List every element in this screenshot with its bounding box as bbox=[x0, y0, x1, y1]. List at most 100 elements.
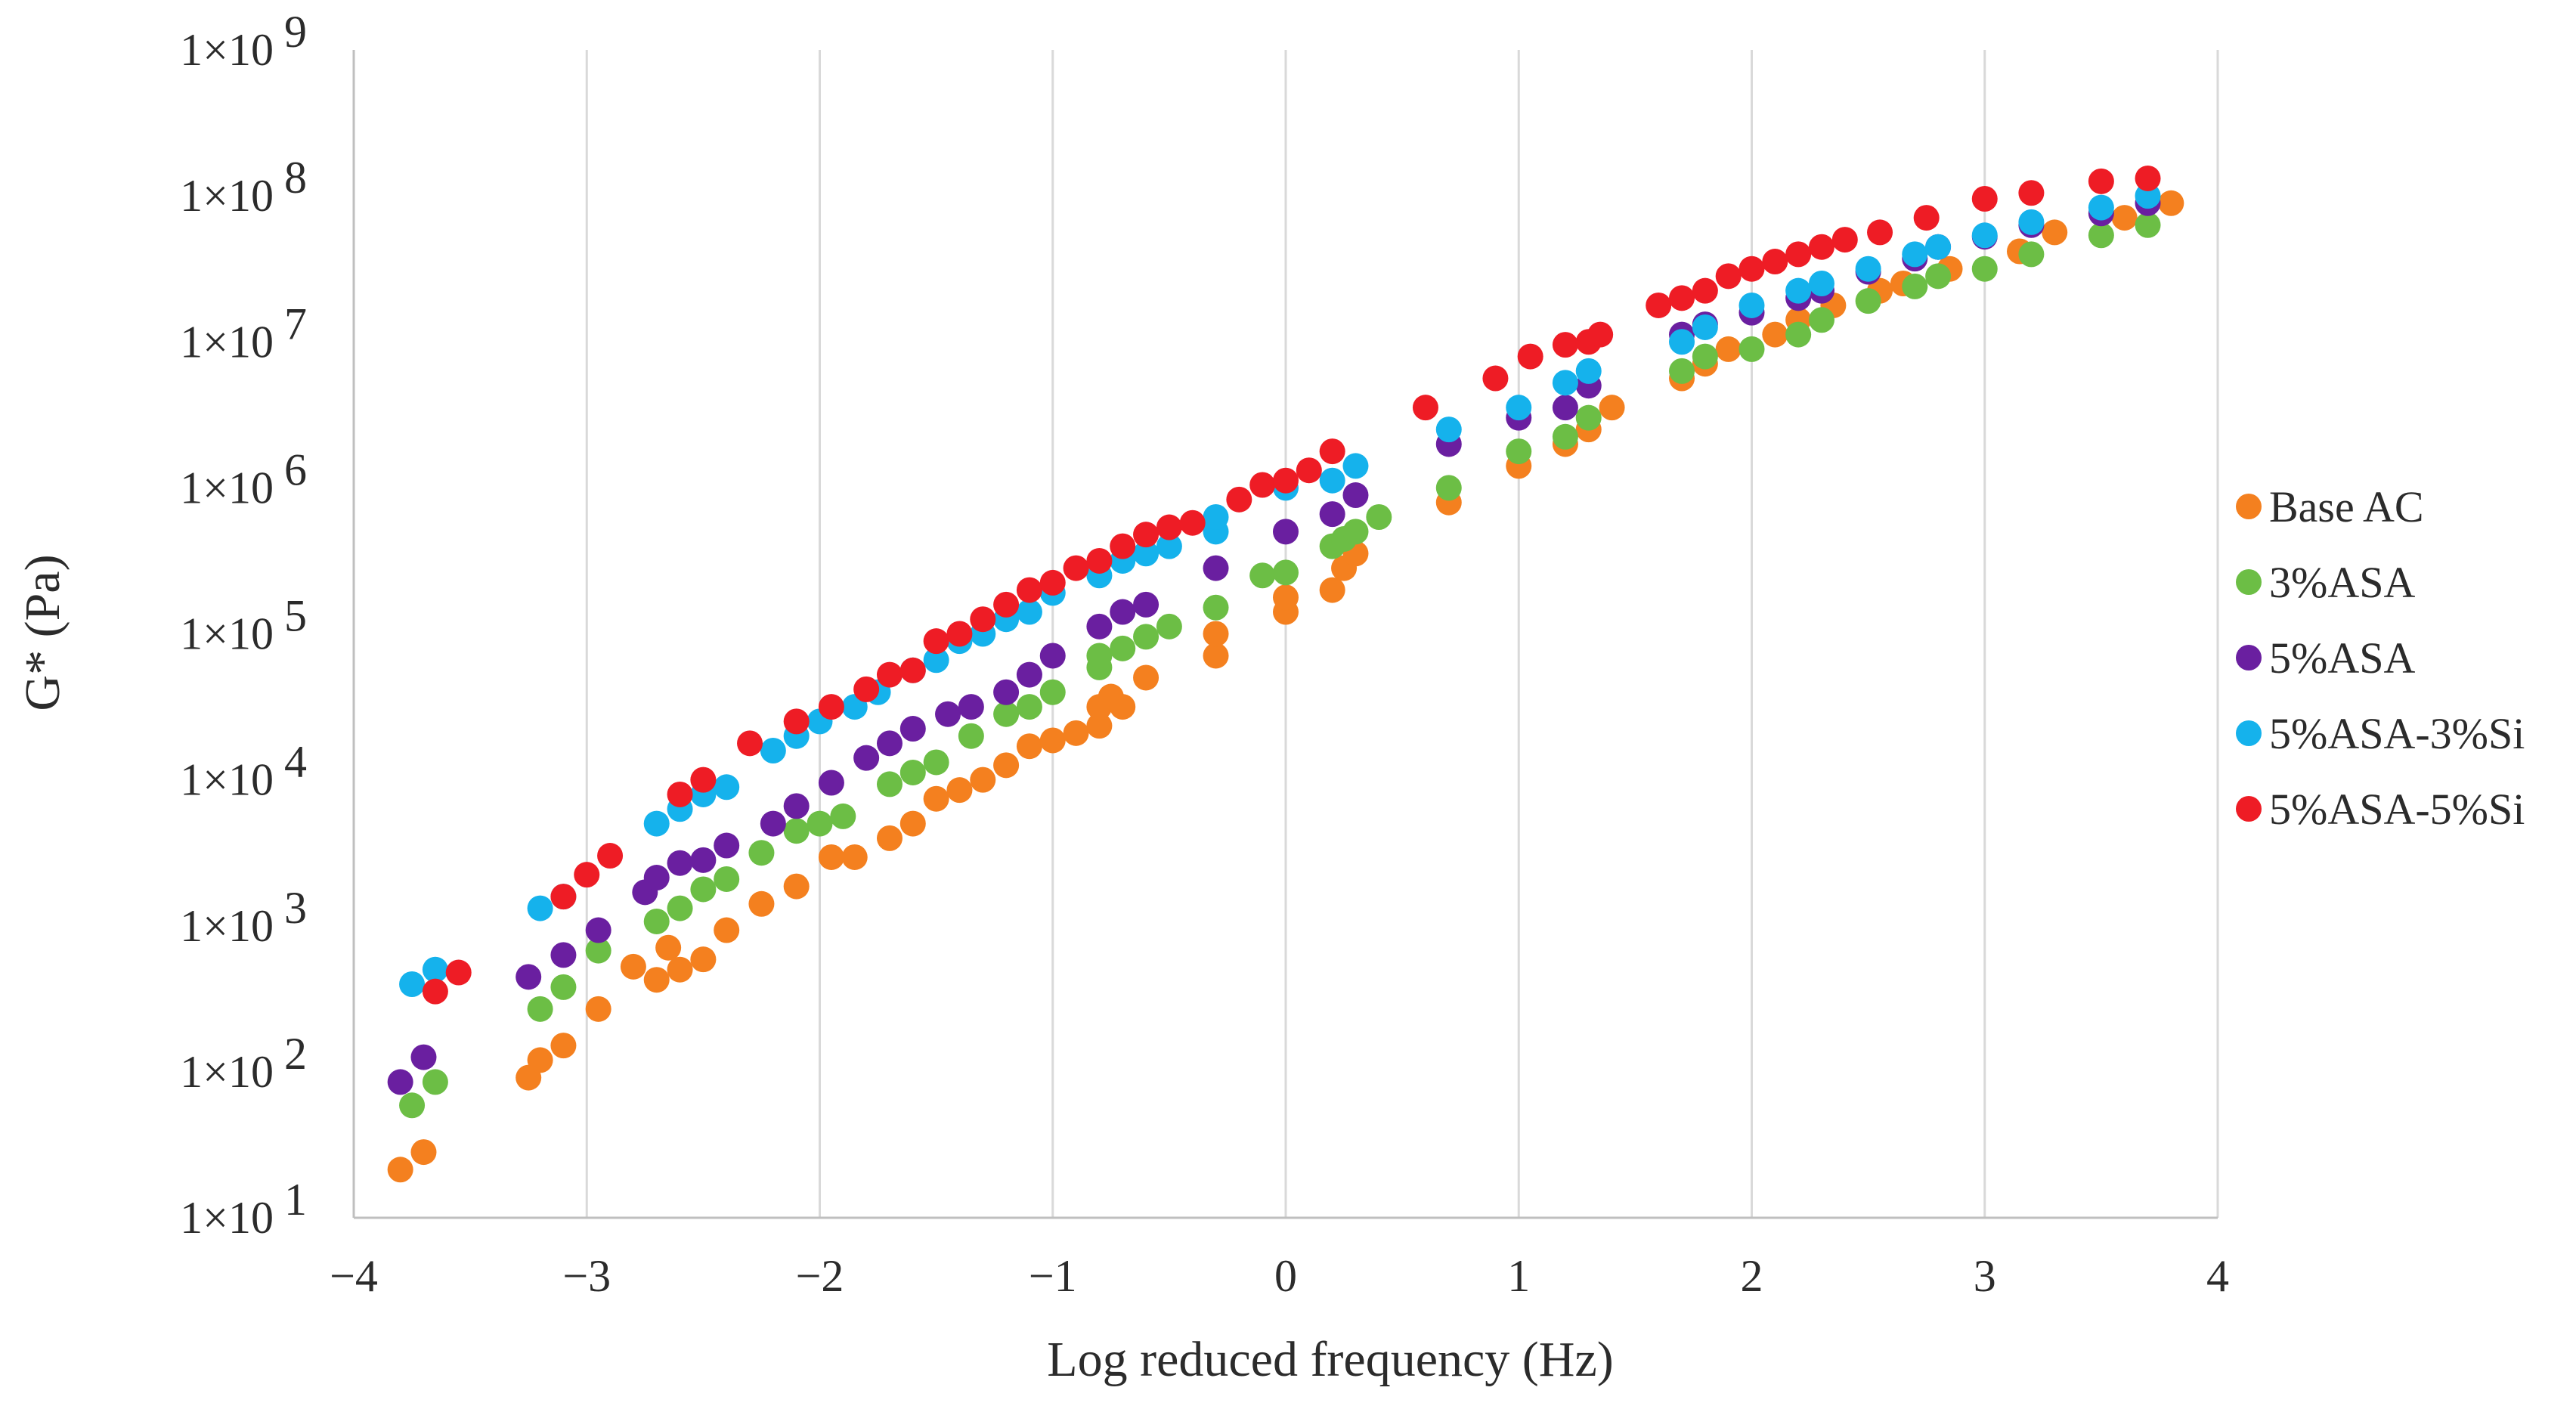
data-point bbox=[643, 865, 670, 891]
data-point bbox=[643, 967, 670, 993]
x-tick-label: −3 bbox=[562, 1251, 611, 1301]
data-point bbox=[1179, 509, 1206, 536]
data-point bbox=[760, 810, 786, 837]
data-point bbox=[1203, 504, 1229, 530]
data-point bbox=[783, 818, 810, 844]
data-point bbox=[714, 917, 740, 943]
data-point bbox=[958, 694, 984, 720]
data-point bbox=[1552, 370, 1578, 396]
y-tick-label: 1×10 bbox=[180, 1193, 274, 1243]
data-point bbox=[1249, 472, 1276, 498]
data-point bbox=[1785, 321, 1812, 348]
data-point bbox=[1785, 277, 1812, 304]
data-point bbox=[1412, 395, 1438, 421]
data-point bbox=[2042, 219, 2068, 246]
data-point bbox=[643, 810, 670, 837]
data-point bbox=[1063, 720, 1089, 746]
data-point bbox=[1039, 679, 1066, 705]
data-point bbox=[783, 793, 810, 819]
data-point bbox=[1575, 404, 1602, 431]
data-point bbox=[923, 628, 949, 655]
data-point bbox=[1808, 271, 1834, 296]
data-point bbox=[550, 1033, 577, 1059]
data-point bbox=[1715, 263, 1742, 290]
data-point bbox=[899, 657, 926, 683]
data-point bbox=[1039, 643, 1066, 669]
x-tick-label: 2 bbox=[1741, 1251, 1763, 1301]
data-point bbox=[1855, 255, 1881, 282]
data-point bbox=[830, 803, 856, 829]
data-point bbox=[1016, 577, 1042, 603]
data-point bbox=[1669, 285, 1695, 311]
data-point bbox=[1203, 555, 1229, 581]
data-point bbox=[946, 777, 973, 804]
y-tick-label: 1×10 bbox=[180, 25, 274, 75]
data-point bbox=[1273, 559, 1299, 586]
data-point bbox=[1249, 562, 1276, 589]
data-point bbox=[1156, 613, 1182, 640]
data-point bbox=[1971, 185, 1998, 212]
x-tick-label: 3 bbox=[1974, 1251, 1996, 1301]
y-tick-exponent: 5 bbox=[284, 591, 307, 641]
legend-marker bbox=[2236, 796, 2262, 822]
data-point bbox=[1319, 438, 1345, 465]
data-point bbox=[1319, 467, 1345, 494]
data-point bbox=[2088, 168, 2114, 194]
series-Base AC bbox=[387, 190, 2184, 1183]
data-point bbox=[643, 908, 670, 934]
data-point bbox=[1925, 234, 1952, 260]
data-point bbox=[690, 847, 717, 873]
data-point bbox=[2018, 241, 2045, 268]
data-point bbox=[1133, 522, 1160, 548]
data-point bbox=[1273, 519, 1299, 545]
data-point bbox=[1086, 613, 1113, 640]
legend-marker bbox=[2236, 569, 2262, 595]
data-point bbox=[1599, 395, 1625, 421]
data-point bbox=[714, 832, 740, 859]
data-point bbox=[1016, 733, 1042, 760]
data-point bbox=[387, 1069, 413, 1095]
data-point bbox=[1552, 332, 1578, 358]
data-point bbox=[1762, 249, 1788, 275]
data-point bbox=[923, 647, 949, 674]
data-point bbox=[853, 676, 880, 702]
y-tick-label: 1×10 bbox=[180, 463, 274, 513]
data-point bbox=[655, 934, 682, 961]
data-point bbox=[1575, 358, 1602, 384]
data-point bbox=[667, 895, 693, 921]
data-point bbox=[1669, 358, 1695, 384]
data-point bbox=[1133, 624, 1160, 650]
data-point bbox=[1133, 540, 1160, 567]
data-point bbox=[993, 679, 1020, 705]
data-point bbox=[410, 1139, 437, 1166]
data-point bbox=[970, 606, 996, 633]
data-point bbox=[1762, 321, 1788, 348]
legend: Base AC 3%ASA 5%ASA 5%ASA-3%Si 5%ASA-5%Si bbox=[2236, 482, 2525, 834]
data-point bbox=[841, 844, 868, 870]
data-points bbox=[387, 165, 2184, 1183]
y-tick-label: 1×10 bbox=[180, 609, 274, 659]
data-point bbox=[1435, 417, 1462, 443]
data-point bbox=[1913, 205, 1940, 231]
data-point bbox=[1435, 475, 1462, 501]
data-point bbox=[1319, 501, 1345, 528]
data-point bbox=[690, 766, 717, 793]
y-tick-exponent: 7 bbox=[284, 299, 307, 348]
axes bbox=[352, 50, 2218, 1219]
data-point bbox=[2111, 205, 2138, 231]
data-point bbox=[2018, 209, 2045, 235]
data-point bbox=[2135, 165, 2161, 191]
data-point bbox=[946, 621, 973, 647]
data-point bbox=[1506, 438, 1532, 465]
data-point bbox=[935, 701, 961, 727]
y-tick-exponent: 9 bbox=[284, 7, 307, 57]
data-point bbox=[1808, 234, 1834, 260]
y-tick-base: 1×10 bbox=[180, 901, 274, 951]
data-point bbox=[2088, 222, 2114, 249]
data-point bbox=[1902, 241, 1928, 268]
data-point bbox=[1506, 395, 1532, 421]
data-point bbox=[899, 716, 926, 742]
data-point bbox=[2088, 194, 2114, 221]
data-point bbox=[1342, 482, 1369, 509]
legend-label: 5%ASA-5%Si bbox=[2269, 785, 2525, 834]
